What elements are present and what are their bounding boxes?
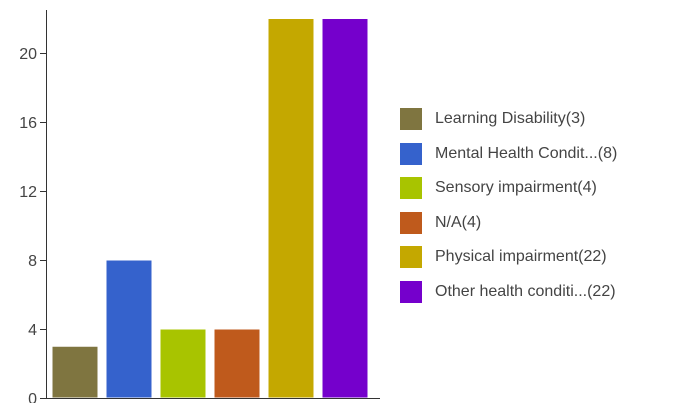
y-axis: 0 4 8 12 16 20	[19, 46, 46, 403]
legend-label: Sensory impairment(4)	[435, 179, 597, 197]
legend-swatch	[400, 108, 422, 131]
legend-item[interactable]: Other health conditi...(22)	[400, 275, 617, 310]
legend-label: Learning Disability(3)	[435, 110, 586, 128]
bar[interactable]	[213, 328, 261, 399]
bar[interactable]	[51, 345, 99, 399]
legend-label: Other health conditi...(22)	[435, 282, 616, 300]
legend-swatch	[400, 211, 422, 234]
y-tick-label: 4	[28, 322, 37, 339]
bar[interactable]	[105, 259, 153, 399]
legend-label: N/A(4)	[435, 213, 482, 231]
bar[interactable]	[321, 18, 369, 399]
legend-swatch	[400, 246, 422, 269]
legend-swatch	[400, 177, 422, 200]
bars	[51, 18, 369, 399]
legend-label: Physical impairment(22)	[435, 248, 607, 266]
y-tick-label: 12	[19, 184, 37, 201]
legend-swatch	[400, 280, 422, 303]
legend-label: Mental Health Condit...(8)	[435, 144, 618, 162]
y-tick-label: 0	[28, 391, 37, 403]
legend-item[interactable]: Mental Health Condit...(8)	[400, 137, 617, 172]
legend-item[interactable]: Sensory impairment(4)	[400, 171, 617, 206]
bar[interactable]	[267, 18, 315, 399]
legend-item[interactable]: N/A(4)	[400, 206, 617, 241]
y-tick-label: 20	[19, 46, 37, 63]
legend-item[interactable]: Learning Disability(3)	[400, 102, 617, 137]
legend-swatch	[400, 142, 422, 165]
y-tick-label: 8	[28, 253, 37, 270]
legend: Learning Disability(3) Mental Health Cond…	[400, 102, 617, 309]
bar[interactable]	[159, 328, 207, 399]
legend-item[interactable]: Physical impairment(22)	[400, 240, 617, 275]
y-tick-label: 16	[19, 115, 37, 132]
